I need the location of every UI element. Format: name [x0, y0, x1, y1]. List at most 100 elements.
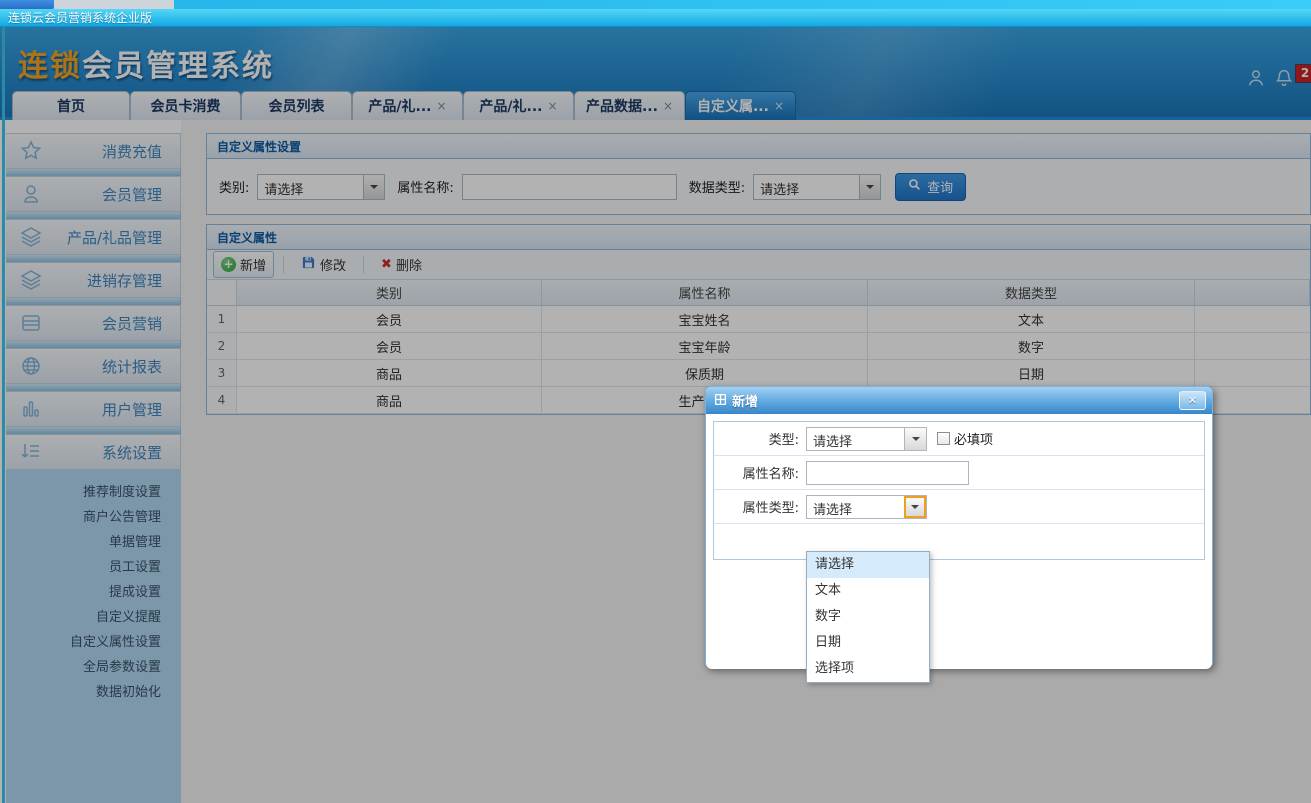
- sidebar-divider: [6, 298, 181, 305]
- grid-panel-title: 自定义属性: [217, 230, 278, 245]
- tab-label: 首页: [57, 99, 85, 115]
- dialog-header[interactable]: 新增: [706, 387, 1212, 414]
- sidebar-item-member-mgmt[interactable]: 会员管理: [6, 176, 181, 212]
- tab-product-data[interactable]: 产品数据...: [574, 91, 685, 120]
- sidebar-menu: 消费充值 会员管理 产品/礼品管理: [6, 120, 181, 470]
- chevron-down-icon[interactable]: [904, 495, 926, 518]
- datatype-select[interactable]: 请选择: [753, 173, 882, 200]
- tab-label: 产品数据...: [585, 99, 658, 115]
- attribute-name-input[interactable]: [461, 173, 677, 200]
- grid-header-row: 类别 属性名称 数据类型: [207, 280, 1310, 306]
- submenu-item-custom-attribute-settings[interactable]: 自定义属性设置: [69, 635, 161, 650]
- attribute-type-select[interactable]: 请选择: [806, 494, 927, 519]
- browser-top-strip: [0, 0, 1311, 9]
- sidebar-item-label: 进销存管理: [86, 271, 162, 290]
- tab-card-consume[interactable]: 会员卡消费: [130, 91, 241, 120]
- tab-product-2[interactable]: 产品/礼...: [463, 91, 574, 120]
- required-checkbox[interactable]: [937, 432, 950, 445]
- save-disk-icon: [301, 255, 316, 274]
- cell-name: 宝宝姓名: [542, 306, 868, 332]
- submenu-item-commission-settings[interactable]: 提成设置: [108, 585, 161, 600]
- cell-category: 会员: [237, 333, 542, 359]
- sidebar-item-product-gift[interactable]: 产品/礼品管理: [6, 219, 181, 255]
- submenu-item-data-init[interactable]: 数据初始化: [95, 685, 161, 700]
- column-header-datatype[interactable]: 数据类型: [868, 280, 1195, 305]
- category-select[interactable]: 请选择: [257, 173, 386, 200]
- notification-badge[interactable]: 2: [1296, 65, 1311, 82]
- type-label: 类型:: [768, 433, 799, 448]
- cell-category: 商品: [237, 387, 542, 413]
- search-button[interactable]: 查询: [895, 172, 967, 201]
- dropdown-option[interactable]: 文本: [815, 583, 842, 598]
- tab-home[interactable]: 首页: [12, 91, 130, 120]
- add-button-label: 新增: [240, 259, 267, 274]
- search-icon: [908, 178, 921, 195]
- sidebar-item-member-marketing[interactable]: 会员营销: [6, 305, 181, 341]
- filter-form: 类别: 请选择 属性名称: 数据类型: 请选择: [207, 159, 1310, 214]
- edit-button[interactable]: 修改: [293, 251, 354, 278]
- submenu-item-merchant-notice[interactable]: 商户公告管理: [82, 510, 161, 525]
- app-root: 连锁会员管理系统 2 首页: [0, 27, 1311, 803]
- tab-member-list[interactable]: 会员列表: [241, 91, 352, 120]
- submenu-item-referral-settings[interactable]: 推荐制度设置: [82, 485, 161, 500]
- delete-button[interactable]: 删除: [373, 251, 430, 278]
- star-icon: [19, 139, 43, 163]
- submenu-item-staff-settings[interactable]: 员工设置: [108, 560, 161, 575]
- submenu-item-document-mgmt[interactable]: 单据管理: [108, 535, 161, 550]
- category-select-value: 请选择: [264, 182, 304, 198]
- form-row-attrtype: 属性类型: 请选择: [714, 490, 1204, 524]
- dropdown-option[interactable]: 数字: [815, 609, 842, 624]
- sidebar-item-consume-recharge[interactable]: 消费充值: [6, 133, 181, 169]
- chevron-down-icon[interactable]: [859, 174, 881, 199]
- user-icon[interactable]: [1245, 67, 1267, 89]
- tab-product-1[interactable]: 产品/礼...: [352, 91, 463, 120]
- table-row[interactable]: 3 商品 保质期 日期: [207, 360, 1310, 387]
- tab-label: 自定义属...: [696, 99, 769, 115]
- type-select[interactable]: 请选择: [806, 426, 927, 451]
- row-number: 1: [207, 306, 237, 332]
- form-row-type: 类型: 请选择 必填项: [714, 422, 1204, 456]
- submenu-item-custom-reminder[interactable]: 自定义提醒: [95, 610, 161, 625]
- cell-datatype: 数字: [868, 333, 1195, 359]
- required-checkbox-label: 必填项: [954, 433, 994, 448]
- tab-bar: 首页 会员卡消费 会员列表 产品/礼... 产品/礼... 产品数据...: [0, 89, 1311, 120]
- sidebar-divider: [6, 255, 181, 262]
- add-button[interactable]: 新增: [213, 251, 275, 278]
- chevron-down-icon[interactable]: [904, 427, 926, 450]
- attribute-name-input[interactable]: [806, 460, 969, 485]
- datatype-select-value: 请选择: [760, 182, 800, 198]
- dialog-title: 新增: [732, 395, 759, 410]
- sidebar-item-label: 统计报表: [101, 357, 162, 376]
- table-row[interactable]: 1 会员 宝宝姓名 文本: [207, 306, 1310, 333]
- cell-category: 商品: [237, 360, 542, 386]
- header-icons: [1245, 67, 1295, 89]
- sidebar-item-user-mgmt[interactable]: 用户管理: [6, 391, 181, 427]
- sidebar-item-reports[interactable]: 统计报表: [6, 348, 181, 384]
- form-row-empty: [714, 524, 1204, 558]
- dropdown-option[interactable]: 日期: [815, 635, 842, 650]
- filter-panel: 自定义属性设置 类别: 请选择 属性名称: 数据类型: 请选择: [206, 133, 1311, 215]
- close-icon[interactable]: [1179, 391, 1206, 410]
- layers-icon: [19, 225, 43, 249]
- column-header-category[interactable]: 类别: [237, 280, 542, 305]
- sidebar-item-inventory[interactable]: 进销存管理: [6, 262, 181, 298]
- sidebar-divider: [6, 384, 181, 391]
- sidebar-item-label: 用户管理: [101, 400, 162, 419]
- column-header-name[interactable]: 属性名称: [542, 280, 868, 305]
- sidebar-item-system-settings[interactable]: 系统设置: [6, 434, 181, 470]
- browser-tab-inactive[interactable]: [54, 0, 174, 9]
- browser-tab[interactable]: [0, 0, 54, 9]
- bar-chart-icon: [19, 397, 43, 421]
- submenu-item-global-params[interactable]: 全局参数设置: [82, 660, 161, 675]
- chevron-down-icon[interactable]: [363, 174, 385, 199]
- dropdown-option[interactable]: 选择项: [815, 661, 855, 676]
- add-icon: [221, 257, 236, 272]
- dropdown-option[interactable]: 请选择: [807, 552, 929, 578]
- sidebar-divider: [6, 427, 181, 434]
- cell-datatype: 日期: [868, 360, 1195, 386]
- attribute-type-select-value: 请选择: [813, 502, 853, 518]
- table-row[interactable]: 2 会员 宝宝年龄 数字: [207, 333, 1310, 360]
- form-row-name: 属性名称:: [714, 456, 1204, 490]
- bell-icon[interactable]: [1273, 67, 1295, 89]
- tab-custom-attributes[interactable]: 自定义属...: [685, 91, 796, 120]
